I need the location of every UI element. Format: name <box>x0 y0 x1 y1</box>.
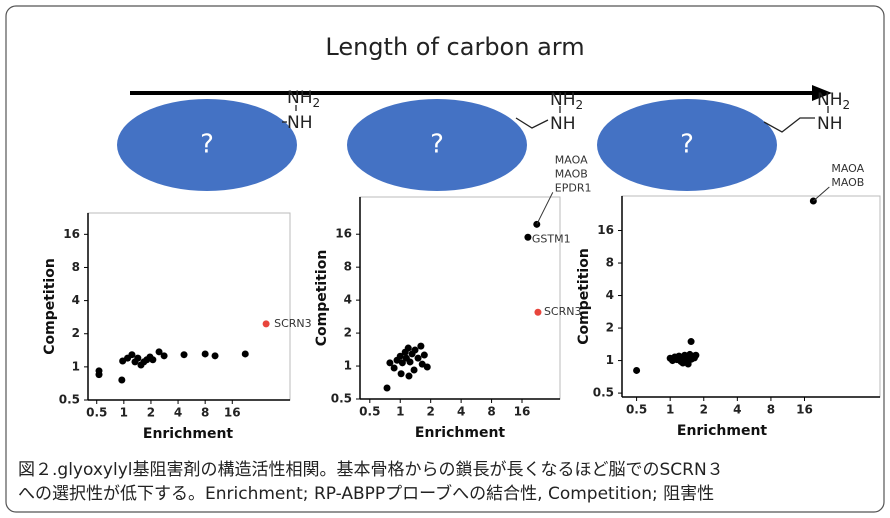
point <box>391 364 398 371</box>
protein-label: ? <box>430 130 444 160</box>
point <box>398 370 405 377</box>
y-axis-title: Competition <box>314 250 330 347</box>
y-tick-label: 2 <box>72 326 80 340</box>
y-tick-label: 16 <box>63 227 80 241</box>
point-label: SCRN3 <box>274 317 312 330</box>
protein-label: ? <box>680 130 694 160</box>
y-tick-label: 8 <box>344 260 352 274</box>
amine: NH <box>550 90 576 110</box>
x-tick-label: 4 <box>457 405 465 419</box>
x-tick-label: 2 <box>427 405 435 419</box>
point <box>149 356 156 363</box>
y-tick-label: 4 <box>72 293 80 307</box>
point <box>212 352 219 359</box>
x-tick-label: 16 <box>224 406 241 420</box>
highlight-point <box>534 309 541 316</box>
point <box>181 351 188 358</box>
point <box>96 371 103 378</box>
amine: NH <box>287 88 313 108</box>
point <box>134 355 141 362</box>
y-tick-label: 0.5 <box>59 393 80 407</box>
y-tick-label: 2 <box>344 326 352 340</box>
y-tick-label: 0.5 <box>593 386 614 400</box>
y-tick-label: 4 <box>606 288 614 302</box>
y-tick-label: 16 <box>335 227 352 241</box>
point-label: EPDR1 <box>555 181 592 194</box>
x-tick-label: 1 <box>396 405 404 419</box>
point-label: GSTM1 <box>532 232 571 245</box>
protein-label: ? <box>200 130 214 160</box>
y-tick-label: 1 <box>72 359 80 373</box>
x-tick-label: 16 <box>514 405 531 419</box>
highlight-point <box>524 234 531 241</box>
x-tick-label: 8 <box>487 405 495 419</box>
highlight-point <box>263 320 270 327</box>
imine: NH <box>550 114 576 134</box>
y-axis-title: Competition <box>42 258 58 355</box>
x-axis-title: Enrichment <box>415 425 506 441</box>
x-tick-label: 2 <box>147 406 155 420</box>
point <box>688 338 695 345</box>
y-tick-label: 0.5 <box>331 392 352 406</box>
point-label: MAOB <box>555 167 588 180</box>
point <box>161 352 168 359</box>
caption-line: 図２.glyoxylyl基阻害剤の構造活性相関。基本骨格からの鎖長が長くなるほど… <box>18 460 724 480</box>
x-tick-label: 4 <box>174 406 182 420</box>
point <box>412 347 419 354</box>
y-tick-label: 16 <box>597 223 614 237</box>
x-tick-label: 4 <box>733 403 741 417</box>
imine: NH <box>287 113 313 133</box>
point <box>242 350 249 357</box>
x-axis-title: Enrichment <box>677 423 768 439</box>
point <box>685 360 692 367</box>
amine: NH <box>817 90 843 110</box>
y-tick-label: 8 <box>606 256 614 270</box>
figure: Length of carbon arm ? ? ? NH NH2 NH NH2… <box>0 0 890 518</box>
point <box>411 367 418 374</box>
point <box>202 350 209 357</box>
x-tick-label: 8 <box>201 406 209 420</box>
arrow-label: Length of carbon arm <box>325 33 584 61</box>
point <box>415 355 422 362</box>
point <box>417 343 424 350</box>
point <box>421 352 428 359</box>
subscript: 2 <box>843 98 851 112</box>
x-tick-label: 0.5 <box>86 406 107 420</box>
y-tick-label: 1 <box>344 359 352 373</box>
point-label: MAOA <box>555 153 588 166</box>
imine: NH <box>817 114 843 134</box>
point <box>128 351 135 358</box>
y-axis-title: Competition <box>576 248 592 345</box>
x-tick-label: 16 <box>796 403 813 417</box>
point <box>407 358 414 365</box>
point <box>384 385 391 392</box>
subscript: 2 <box>313 96 321 110</box>
point <box>692 352 699 359</box>
x-tick-label: 1 <box>666 403 674 417</box>
point <box>118 376 125 383</box>
x-tick-label: 1 <box>120 406 128 420</box>
y-tick-label: 2 <box>606 321 614 335</box>
point <box>405 373 412 380</box>
point <box>424 364 431 371</box>
point <box>633 367 640 374</box>
point-label: MAOA <box>831 162 864 175</box>
point-label: MAOB <box>831 176 864 189</box>
y-tick-label: 1 <box>606 353 614 367</box>
caption-line: への選択性が低下する。Enrichment; RP-ABPPプローブへの結合性,… <box>18 483 714 504</box>
y-tick-label: 4 <box>344 293 352 307</box>
x-tick-label: 0.5 <box>626 403 647 417</box>
x-axis-title: Enrichment <box>143 426 234 442</box>
y-tick-label: 8 <box>72 260 80 274</box>
subscript: 2 <box>576 98 584 112</box>
x-tick-label: 2 <box>700 403 708 417</box>
x-tick-label: 0.5 <box>359 405 380 419</box>
x-tick-label: 8 <box>767 403 775 417</box>
point <box>405 345 412 352</box>
